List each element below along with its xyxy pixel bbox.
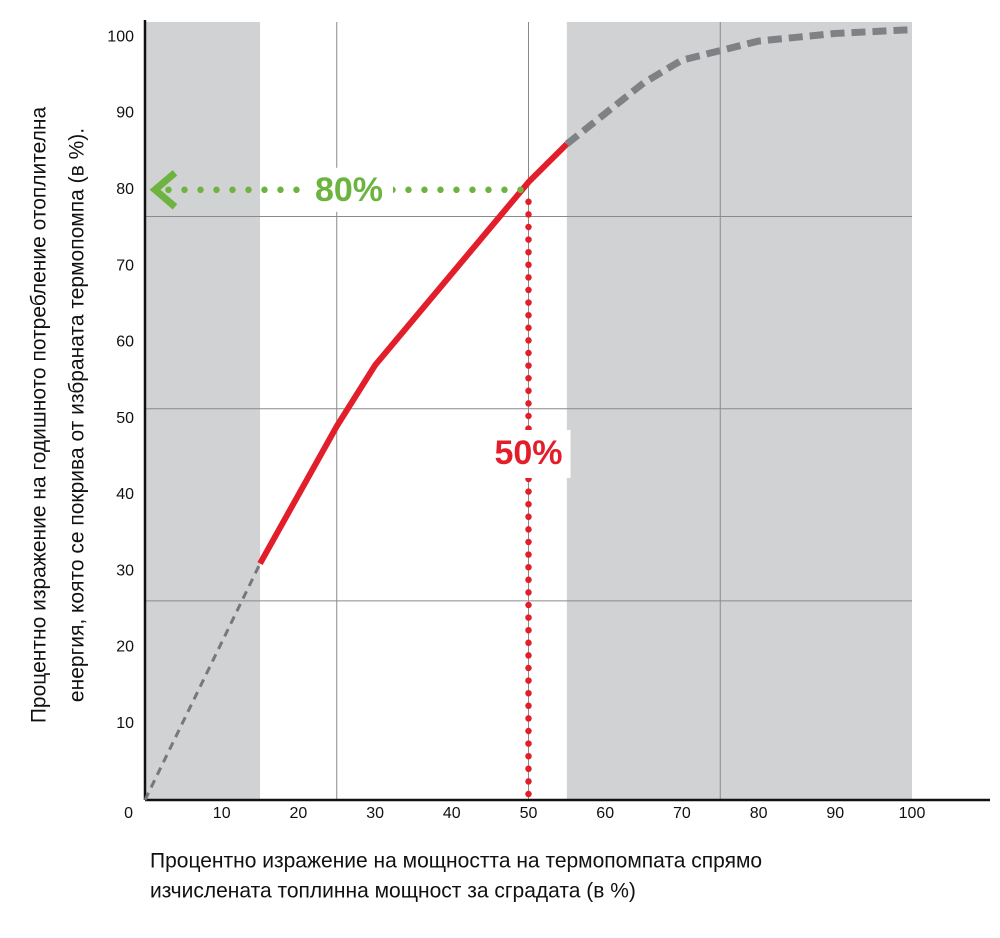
x-tick-label: 30 <box>366 805 384 822</box>
x-tick-label: 50 <box>520 805 538 822</box>
shaded-range <box>145 22 261 800</box>
label-bg <box>486 430 571 478</box>
x-tick-label: 40 <box>443 805 461 822</box>
y-axis-title: Процентно изражение на годишното потребл… <box>28 107 51 724</box>
series-line <box>143 562 262 801</box>
x-tick-label: 70 <box>673 805 691 822</box>
arrow-head <box>149 170 178 210</box>
y-tick-label: 20 <box>116 639 134 656</box>
series-line <box>257 141 569 566</box>
x-tick-label: 100 <box>899 805 926 822</box>
y-tick-label: 80 <box>116 181 134 198</box>
x-tick-label: 90 <box>826 805 844 822</box>
label-bg <box>305 167 393 212</box>
x-axis-title: изчислената топлинна мощност за сградата… <box>150 880 636 903</box>
x-tick-label: 20 <box>290 805 308 822</box>
y-tick-label: 70 <box>116 257 134 274</box>
y-tick-label: 50 <box>116 410 134 427</box>
x-axis-title: Процентно изражение на мощността на терм… <box>150 850 762 873</box>
shaded-range <box>566 22 912 800</box>
x-tick-label: 80 <box>750 805 768 822</box>
y-tick-label: 30 <box>116 562 134 579</box>
x-tick-label: 0 <box>124 805 133 822</box>
x-tick-label: 10 <box>213 805 231 822</box>
x-tick-label: 60 <box>596 805 614 822</box>
y-axis-title: енергия, която се покрива от избраната т… <box>66 128 89 702</box>
y-tick-label: 40 <box>116 486 134 503</box>
marker-label: 50% <box>494 434 562 472</box>
marker-label: 80% <box>315 171 383 209</box>
y-tick-label: 10 <box>116 715 134 732</box>
y-tick-label: 60 <box>116 334 134 351</box>
series-line <box>564 26 913 147</box>
y-tick-label: 90 <box>116 105 134 122</box>
y-tick-label: 100 <box>107 28 134 45</box>
